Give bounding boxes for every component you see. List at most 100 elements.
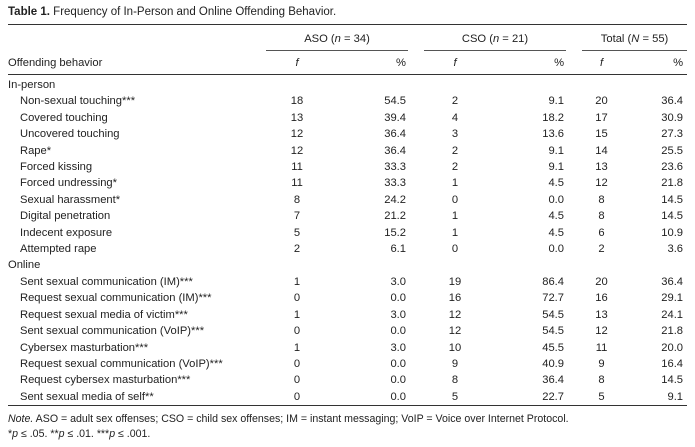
total-pct-cell: 21.8 [661, 325, 684, 338]
table-row: Forced kissing 11 33.3 2 9.1 13 23.6 [8, 159, 687, 175]
total-pct-cell: 24.1 [661, 308, 684, 321]
total-f-cell: 16 [595, 292, 608, 305]
aso-f-cell: 0 [293, 292, 301, 305]
total-pct-cell: 23.6 [661, 161, 684, 174]
aso-f-cell: 12 [290, 128, 304, 141]
row-label: Non-sexual touching*** [20, 95, 136, 108]
cso-pct-cell: 72.7 [542, 292, 565, 305]
significance-line: *p ≤ .05. **p ≤ .01. ***p ≤ .001. [8, 428, 151, 440]
aso-f-cell: 2 [293, 243, 301, 256]
cso-pct-cell: 4.5 [548, 226, 565, 239]
aso-pct-cell: 6.1 [390, 243, 406, 256]
cso-f-header: f [416, 52, 494, 75]
table-row: Rape* 12 36.4 2 9.1 14 25.5 [8, 143, 687, 159]
cso-pct-cell: 22.7 [494, 388, 575, 407]
table-row: Request sexual communication (VoIP)*** 0 0… [8, 356, 687, 372]
table-row: Request sexual communication (IM)*** 0 0.0… [8, 290, 687, 306]
aso-f-header: f [258, 52, 336, 75]
total-f-cell: 13 [595, 308, 608, 321]
total-f-cell: 15 [595, 128, 608, 141]
aso-f-cell: 1 [293, 341, 301, 354]
cso-f-cell: 12 [448, 308, 462, 321]
total-f-cell: 20 [595, 275, 608, 288]
cso-f-cell: 2 [451, 161, 459, 174]
row-label: Request sexual communication (VoIP)*** [20, 357, 223, 370]
total-f-cell: 17 [595, 111, 608, 124]
aso-f-cell: 0 [293, 325, 301, 338]
cso-f-cell: 8 [451, 374, 459, 387]
cso-f-cell: 0 [451, 243, 459, 256]
table-row: Request cybersex masturbation*** 0 0.0 8 36.… [8, 372, 687, 388]
aso-pct-cell: 24.2 [384, 193, 406, 206]
cso-pct-cell: 9.1 [548, 161, 565, 174]
row-label: Forced kissing [20, 161, 93, 174]
aso-pct-cell: 33.3 [384, 161, 406, 174]
total-f-cell: 8 [598, 374, 605, 387]
total-pct-cell: 27.3 [661, 128, 684, 141]
aso-pct-cell: 39.4 [384, 111, 406, 124]
total-f-cell: 8 [598, 210, 605, 223]
table-row: Indecent exposure 5 15.2 1 4.5 6 10.9 [8, 225, 687, 241]
cso-pct-cell: 86.4 [542, 275, 565, 288]
row-label: Forced undressing* [20, 177, 118, 190]
cso-f-cell: 10 [448, 341, 462, 354]
aso-pct-cell: 3.0 [390, 308, 406, 321]
total-pct-cell: 3.6 [667, 243, 684, 256]
row-label: Sexual harassment* [20, 193, 121, 206]
total-pct-cell: 30.9 [661, 111, 684, 124]
table-row: Non-sexual touching*** 18 54.5 2 9.1 20 36.4 [8, 93, 687, 109]
total-f-header: f [574, 52, 630, 75]
cso-f-cell: 3 [451, 128, 459, 141]
row-label: Indecent exposure [20, 226, 113, 239]
total-f-cell: 14 [595, 144, 608, 157]
total-pct-cell: 14.5 [661, 374, 684, 387]
table-row: Attempted rape 2 6.1 0 0.0 2 3.6 [8, 241, 687, 257]
cso-f-cell: 4 [451, 111, 459, 124]
row-label: Request sexual communication (IM)*** [20, 292, 212, 305]
row-label: Sent sexual communication (IM)*** [20, 275, 193, 288]
total-pct-cell: 25.5 [661, 144, 684, 157]
row-label: Attempted rape [20, 243, 97, 256]
cso-f-cell: 19 [448, 275, 462, 288]
aso-pct-cell: 21.2 [384, 210, 406, 223]
aso-f-cell: 0 [293, 374, 301, 387]
section-header-row: Online [8, 257, 687, 273]
row-label: Request sexual media of victim*** [20, 308, 188, 321]
aso-pct-cell: 0.0 [390, 374, 406, 387]
row-label-header: Offending behavior [8, 52, 258, 75]
table-row: Sent sexual communication (VoIP)*** 0 0.0 1… [8, 323, 687, 339]
cso-f-cell: 1 [451, 177, 459, 190]
total-f-cell: 2 [598, 243, 605, 256]
section-title: In-person [8, 79, 56, 91]
table-row: Uncovered touching 12 36.4 3 13.6 15 27.3 [8, 126, 687, 142]
section-header-row: In-person [8, 75, 687, 94]
cso-pct-cell: 54.5 [542, 325, 565, 338]
total-f-cell: 5 [574, 388, 630, 407]
header-column-row: Offending behavior f % f % f % [8, 52, 688, 75]
cso-pct-header: % [494, 52, 575, 75]
aso-pct-cell: 0.0 [390, 357, 406, 370]
cso-f-cell: 16 [448, 292, 462, 305]
cso-pct-cell: 0.0 [548, 243, 565, 256]
group-header-aso: ASO (n = 34) [266, 28, 408, 51]
cso-f-cell: 9 [451, 357, 459, 370]
total-f-cell: 6 [598, 226, 605, 239]
total-f-cell: 12 [595, 325, 608, 338]
aso-pct-cell: 0.0 [336, 388, 416, 407]
cso-f-cell: 0 [451, 193, 459, 206]
total-pct-cell: 14.5 [661, 210, 684, 223]
row-label: Uncovered touching [20, 128, 120, 141]
table-row: Sent sexual communication (IM)*** 1 3.0 19 8… [8, 274, 687, 290]
aso-f-cell: 11 [291, 177, 303, 190]
aso-f-cell: 12 [290, 144, 304, 157]
note-line: Note. ASO = adult sex offenses; CSO = ch… [8, 412, 569, 427]
total-pct-cell: 16.4 [661, 357, 684, 370]
note-text: ASO = adult sex offenses; CSO = child se… [33, 413, 569, 425]
aso-f-cell: 0 [258, 388, 336, 407]
cso-f-cell: 2 [451, 95, 459, 108]
table-row: Digital penetration 7 21.2 1 4.5 8 14.5 [8, 208, 687, 224]
table-body: In-person Non-sexual touching*** 18 54.5 2 9.… [8, 75, 688, 407]
total-f-cell: 11 [595, 341, 608, 354]
total-pct-cell: 21.8 [661, 177, 684, 190]
cso-f-cell: 12 [448, 325, 462, 338]
